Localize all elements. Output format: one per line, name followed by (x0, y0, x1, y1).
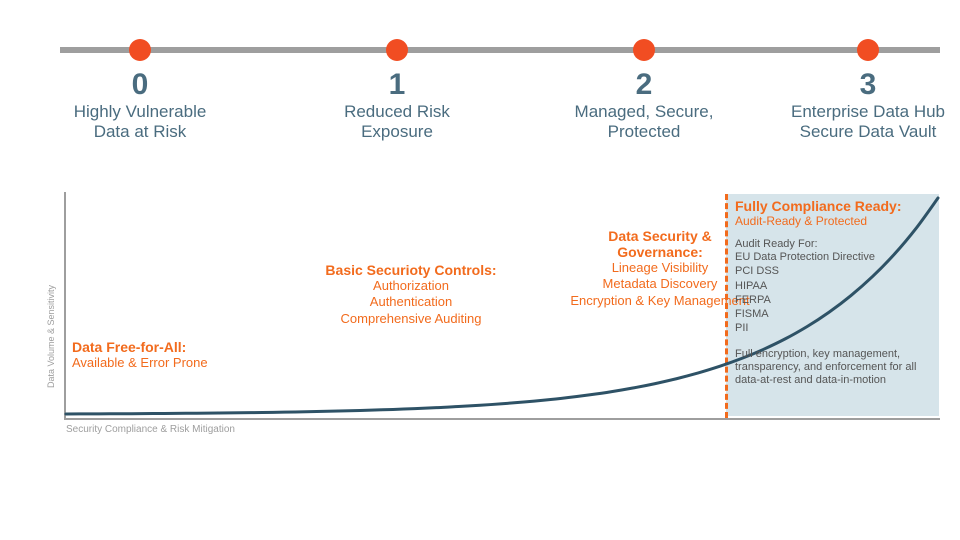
annotation-line: Authentication (296, 294, 526, 310)
annotation-line: Authorization (296, 278, 526, 294)
compliance-box: Fully Compliance Ready:Audit-Ready & Pro… (735, 198, 940, 387)
compliance-item: FERPA (735, 293, 940, 307)
annotation-1: Basic Securioty Controls:AuthorizationAu… (296, 262, 526, 327)
annotation-lines: AuthorizationAuthenticationComprehensive… (296, 278, 526, 327)
compliance-footer: Full encryption, key management, transpa… (735, 348, 940, 388)
compliance-item: HIPAA (735, 279, 940, 293)
compliance-item: FISMA (735, 307, 940, 321)
annotation-line: Comprehensive Auditing (296, 311, 526, 327)
annotation-0: Data Free-for-All:Available & Error Pron… (72, 339, 272, 370)
compliance-item: EU Data Protection Directive (735, 250, 940, 264)
compliance-item: PCI DSS (735, 264, 940, 278)
annotation-subtitle: Available & Error Prone (72, 355, 272, 370)
compliance-list-title: Audit Ready For: (735, 238, 940, 250)
annotation-title: Basic Securioty Controls: (296, 262, 526, 278)
compliance-sub: Audit-Ready & Protected (735, 214, 940, 228)
compliance-list: EU Data Protection DirectivePCI DSSHIPAA… (735, 250, 940, 336)
compliance-header: Fully Compliance Ready: (735, 198, 940, 214)
compliance-item: PII (735, 321, 940, 335)
annotation-title: Data Free-for-All: (72, 339, 272, 355)
